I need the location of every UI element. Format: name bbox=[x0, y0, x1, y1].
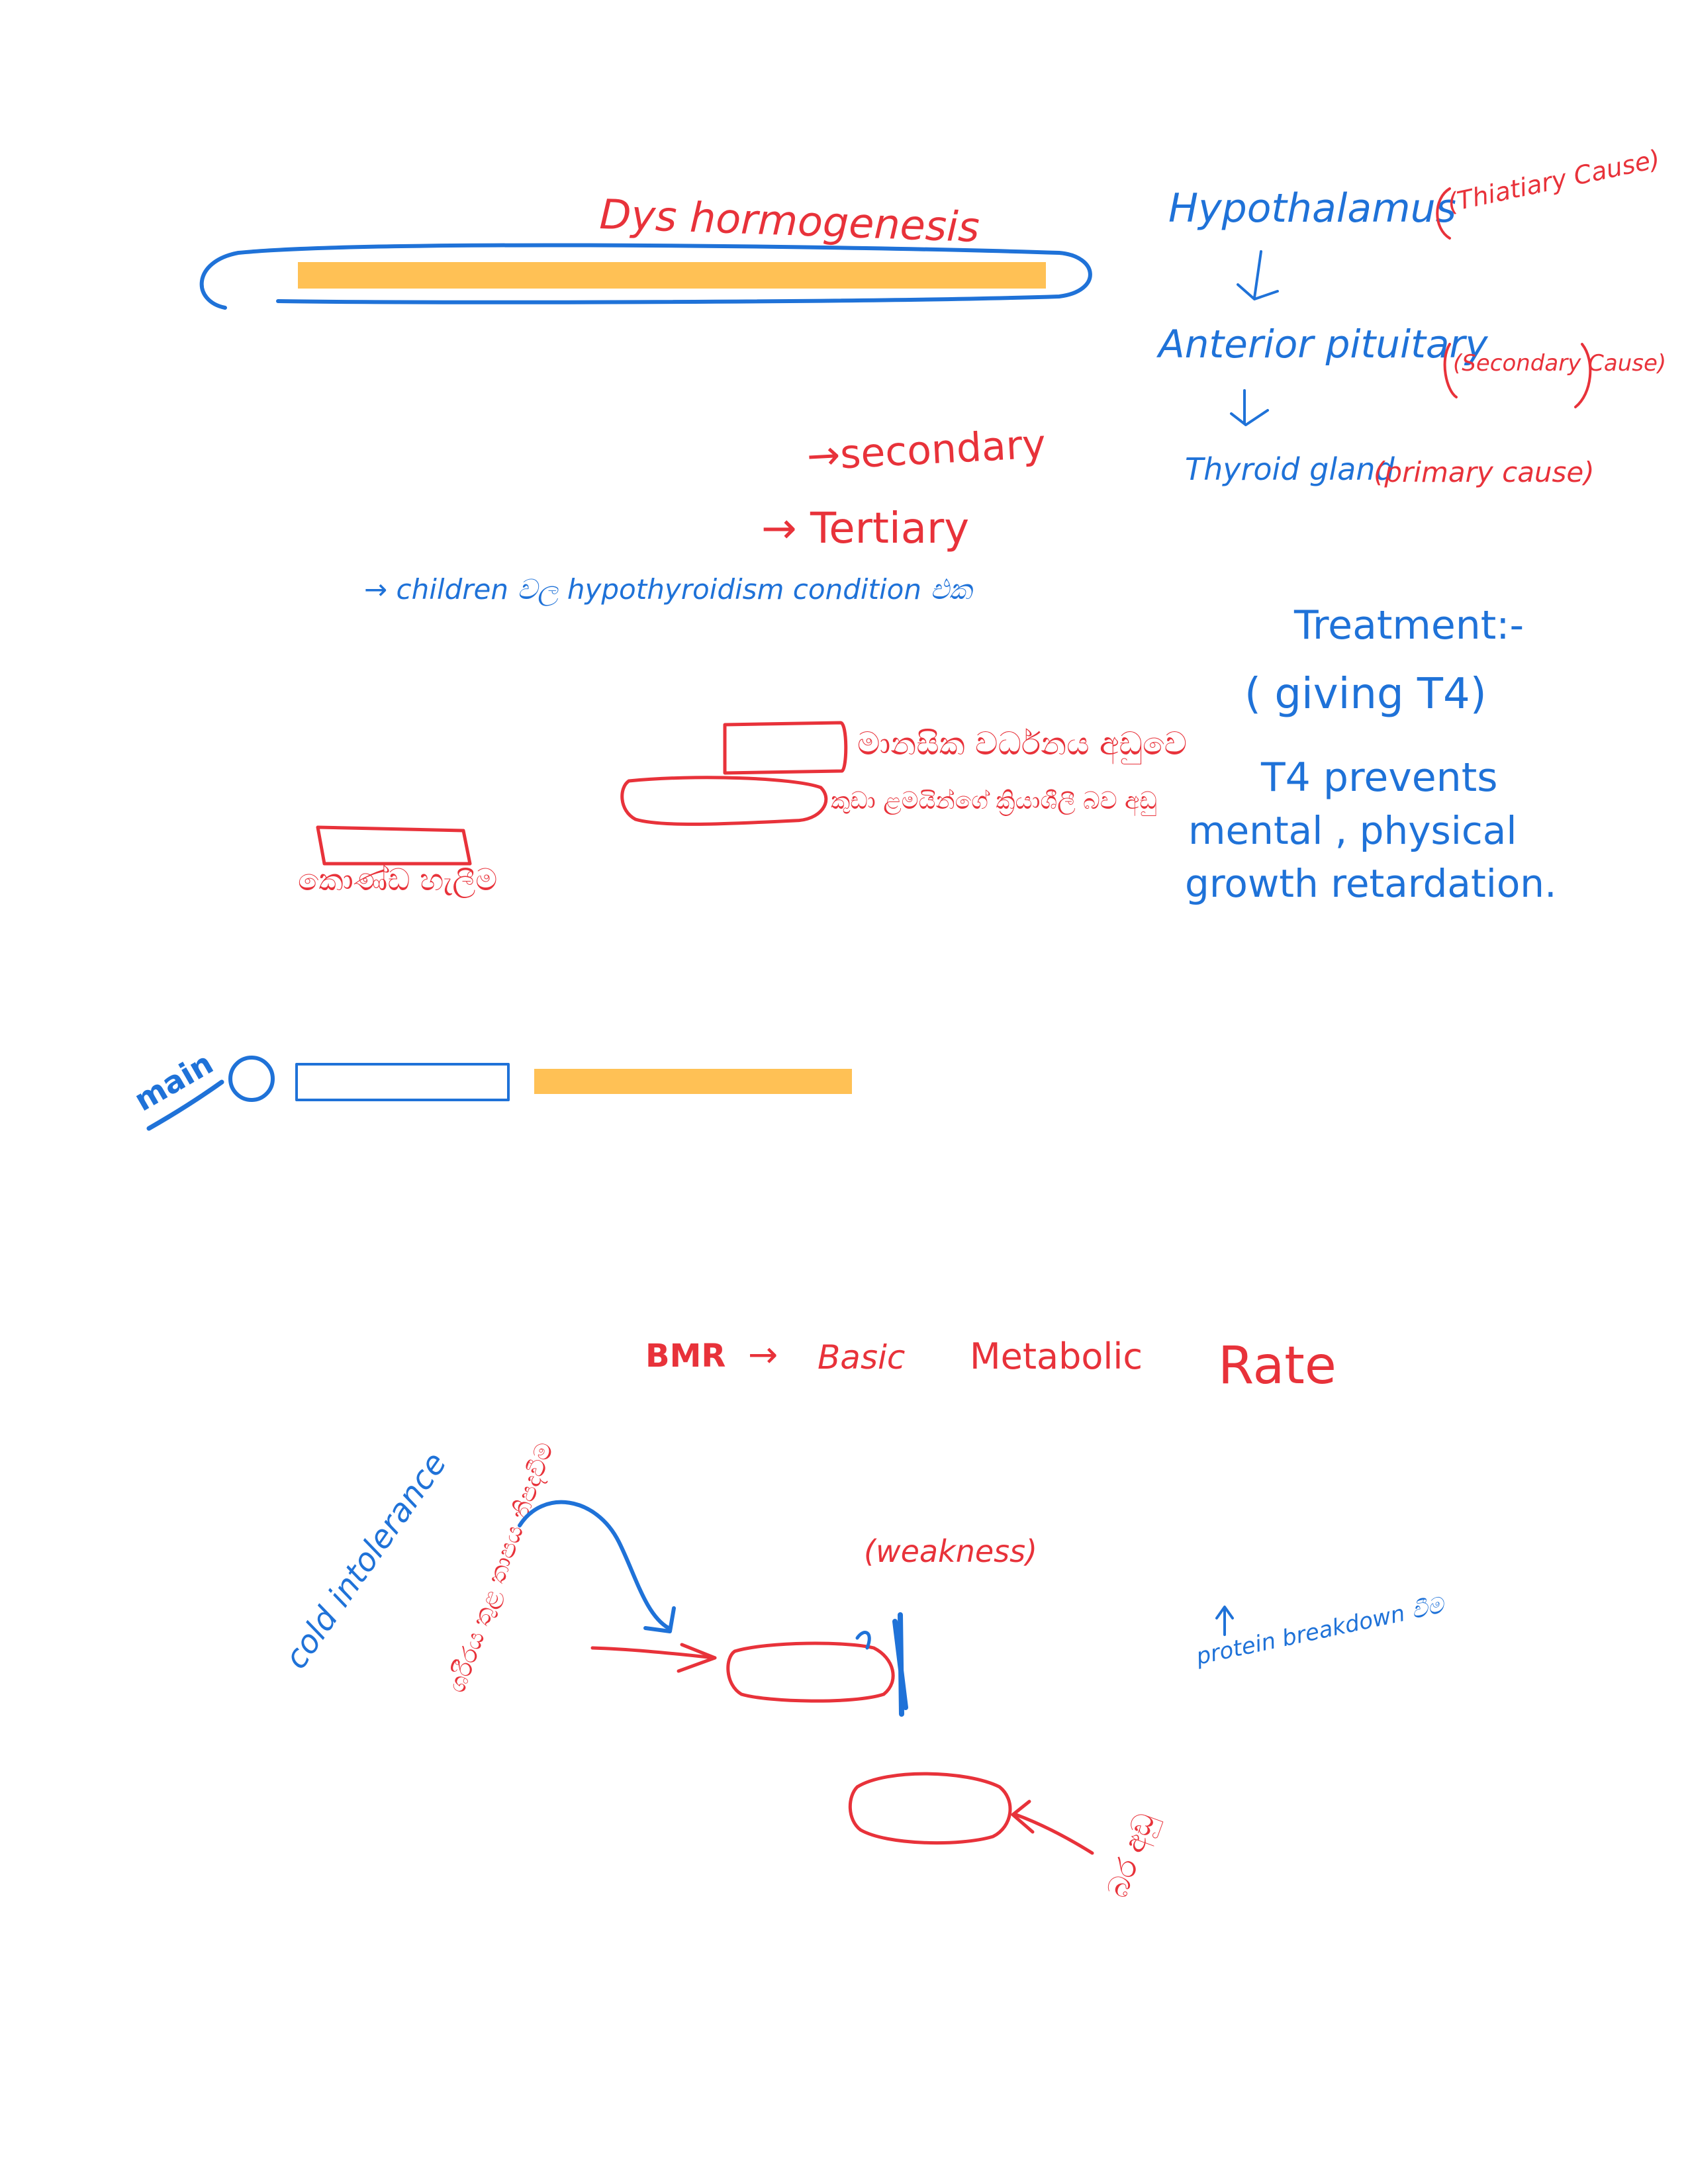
children-hypothyroidism-line: → children වල hypothyroidism condition එ… bbox=[364, 573, 974, 606]
title-lasso bbox=[199, 243, 1092, 310]
up-arrow-icon bbox=[1215, 1606, 1234, 1636]
title-dys-hormogenesis: Dys hormogenesis bbox=[598, 190, 980, 251]
bmr-abbr: BMR bbox=[645, 1338, 726, 1375]
bmr-metabolic: Metabolic bbox=[970, 1336, 1143, 1377]
arrow-head-icon bbox=[677, 1643, 717, 1673]
sinhala-arrow-note: ශරීරය තුළ තාපය නිපදවීම bbox=[444, 1439, 560, 1696]
blue-marker-stroke bbox=[892, 1612, 908, 1717]
anterior-pituitary-label: Anterior pituitary bbox=[1156, 322, 1488, 367]
weakness-label: (weakness) bbox=[864, 1533, 1037, 1569]
title-highlight bbox=[298, 262, 1046, 289]
growth-retardation: growth retardation. bbox=[1185, 861, 1557, 906]
protein-breakdown-label: protein breakdown වීම bbox=[1194, 1592, 1448, 1670]
hypothalamus-label: Hypothalamus bbox=[1168, 185, 1456, 232]
mental-physical: mental , physical bbox=[1188, 808, 1517, 853]
secondary-cause-label: (Secondary Cause) bbox=[1453, 350, 1666, 377]
t4-prevents: T4 prevents bbox=[1260, 754, 1497, 801]
arrow-head-icon bbox=[1011, 1799, 1035, 1834]
red-arrow-to-oval bbox=[590, 1646, 717, 1660]
secondary-label: →secondary bbox=[806, 421, 1047, 480]
treatment-heading: Treatment:- bbox=[1293, 602, 1524, 649]
sinhala-note-1: මානසික වර්ධනය අඩුවෙ bbox=[857, 725, 1187, 764]
down-arrow-icon bbox=[1230, 389, 1269, 426]
down-arrow-icon bbox=[1237, 250, 1279, 300]
red-box-3 bbox=[316, 825, 472, 866]
cold-intolerance-label: cold intolerance bbox=[277, 1445, 454, 1676]
blue-curved-arrow bbox=[518, 1500, 671, 1630]
main-blue-box bbox=[295, 1063, 510, 1101]
sinhala-note-3: කොණ්ඩ හැලීම bbox=[298, 862, 497, 898]
secondary-cause-bracket bbox=[1443, 343, 1592, 408]
tertiary-label: → Tertiary bbox=[761, 504, 969, 553]
arrow-head-icon bbox=[643, 1606, 676, 1633]
primary-cause-label: (primary cause) bbox=[1374, 456, 1595, 488]
bmr-basic: Basic bbox=[818, 1338, 905, 1377]
tertiary-cause-bracket-left bbox=[1436, 187, 1451, 240]
weakness-oval bbox=[726, 1641, 895, 1703]
bmr-rate: Rate bbox=[1218, 1336, 1336, 1396]
red-box-1 bbox=[723, 721, 848, 775]
thyroid-gland-label: Thyroid gland bbox=[1185, 451, 1395, 487]
sinhala-bottom-label: බර අඩු bbox=[1100, 1809, 1164, 1903]
bmr-arrow: → bbox=[748, 1334, 778, 1375]
main-underline bbox=[146, 1079, 224, 1131]
treatment-giving-t4: ( giving T4) bbox=[1244, 670, 1487, 719]
tertiary-cause-note: (Thiatiary Cause) bbox=[1436, 144, 1663, 240]
sinhala-note-2: කුඩා ළමයින්ගේ ක්‍රියාශීලී බව අඩු bbox=[831, 788, 1157, 817]
red-arrow-to-bottom-oval bbox=[1014, 1813, 1094, 1855]
main-label: main bbox=[128, 1045, 219, 1118]
bottom-oval bbox=[848, 1772, 1012, 1845]
tertiary-cause-label: (Thiatiary Cause) bbox=[1445, 144, 1663, 218]
red-oval-2 bbox=[620, 776, 828, 826]
main-highlight bbox=[534, 1069, 852, 1094]
main-circle bbox=[228, 1056, 275, 1102]
blue-squiggle bbox=[855, 1631, 871, 1650]
